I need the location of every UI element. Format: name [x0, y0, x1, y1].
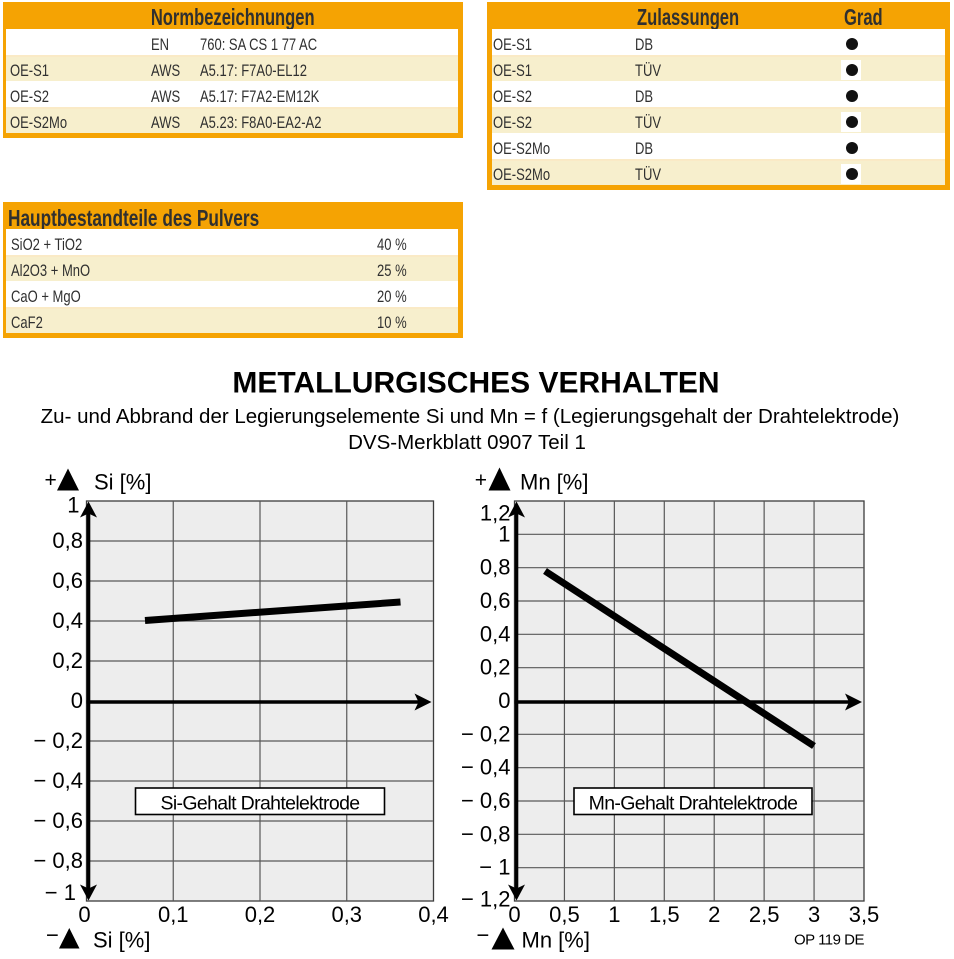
svg-text:DVS-Merkblatt 0907 Teil 1: DVS-Merkblatt 0907 Teil 1	[348, 431, 586, 454]
svg-text:1: 1	[498, 521, 510, 546]
svg-text:0: 0	[78, 902, 90, 927]
svg-text:1: 1	[67, 493, 79, 518]
svg-text:0,2: 0,2	[480, 655, 511, 680]
svg-text:− 1: − 1	[45, 880, 76, 905]
svg-text:0,2: 0,2	[52, 648, 83, 673]
svg-text:− 0,4: − 0,4	[33, 768, 83, 793]
svg-text:0: 0	[498, 688, 510, 713]
svg-text:Zu- und Abbrand der Legierungs: Zu- und Abbrand der Legierungselemente S…	[41, 405, 900, 428]
svg-text:0: 0	[508, 902, 520, 927]
svg-text:0,1: 0,1	[158, 902, 189, 927]
svg-text:0,5: 0,5	[549, 902, 580, 927]
svg-text:METALLURGISCHES VERHALTEN: METALLURGISCHES VERHALTEN	[232, 367, 719, 400]
svg-text:0,8: 0,8	[480, 555, 511, 580]
svg-text:+: +	[475, 469, 487, 492]
svg-text:0,6: 0,6	[52, 568, 83, 593]
svg-text:Si [%]: Si [%]	[93, 928, 150, 953]
svg-text:0,4: 0,4	[480, 621, 511, 646]
svg-text:0,2: 0,2	[245, 902, 276, 927]
svg-text:+: +	[45, 469, 57, 492]
svg-text:2,5: 2,5	[749, 902, 780, 927]
svg-text:− 0,6: − 0,6	[461, 788, 511, 813]
svg-text:Si-Gehalt Drahtelektrode: Si-Gehalt Drahtelektrode	[160, 792, 359, 814]
svg-text:Mn-Gehalt Drahtelektrode: Mn-Gehalt Drahtelektrode	[589, 792, 798, 814]
svg-text:0,4: 0,4	[418, 902, 449, 927]
svg-text:− 0,6: − 0,6	[33, 808, 83, 833]
svg-text:− 1: − 1	[479, 855, 510, 880]
svg-text:− 0,4: − 0,4	[461, 755, 511, 780]
svg-text:Mn [%]: Mn [%]	[520, 470, 588, 495]
svg-text:3: 3	[808, 902, 820, 927]
svg-text:−: −	[46, 923, 59, 948]
svg-text:− 0,8: − 0,8	[33, 848, 83, 873]
svg-text:2: 2	[708, 902, 720, 927]
svg-text:1,5: 1,5	[649, 902, 680, 927]
svg-text:3,5: 3,5	[849, 902, 880, 927]
svg-text:OP 119 DE: OP 119 DE	[794, 932, 864, 949]
svg-text:− 0,8: − 0,8	[461, 821, 511, 846]
svg-text:−: −	[477, 923, 490, 948]
svg-text:0,4: 0,4	[52, 608, 83, 633]
svg-text:0,8: 0,8	[52, 528, 83, 553]
svg-text:1,2: 1,2	[480, 501, 511, 526]
svg-text:Si [%]: Si [%]	[94, 470, 151, 495]
svg-text:0: 0	[71, 688, 83, 713]
svg-text:− 0,2: − 0,2	[461, 721, 511, 746]
svg-text:− 1,2: − 1,2	[461, 887, 511, 912]
svg-text:0,3: 0,3	[331, 902, 362, 927]
svg-text:0,6: 0,6	[480, 588, 511, 613]
svg-text:Mn [%]: Mn [%]	[522, 928, 590, 953]
svg-text:− 0,2: − 0,2	[33, 728, 83, 753]
svg-text:1: 1	[608, 902, 620, 927]
